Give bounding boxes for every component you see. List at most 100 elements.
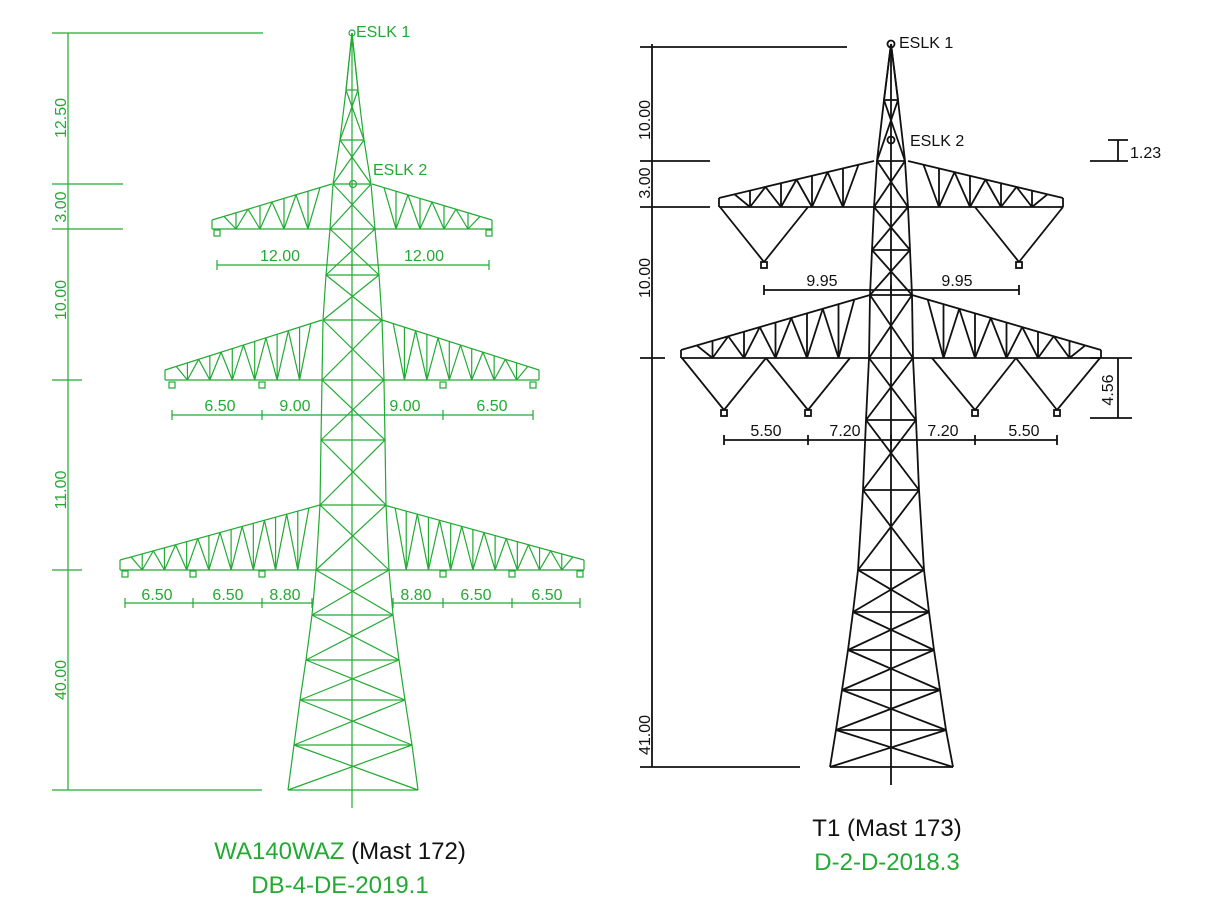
structure-line xyxy=(316,505,386,570)
insulator xyxy=(122,571,128,577)
structure-line xyxy=(266,338,277,380)
structure-line xyxy=(294,745,418,790)
structure-line xyxy=(260,202,272,229)
structure-line xyxy=(248,209,260,229)
structure-line xyxy=(312,570,316,615)
structure-line xyxy=(934,650,940,690)
structure-line xyxy=(444,209,456,229)
structure-line xyxy=(735,194,751,207)
side-dim: 1.23 xyxy=(1130,145,1161,162)
mast-number: (Mast 173) xyxy=(847,815,962,842)
structure-line xyxy=(908,207,910,250)
structure-line xyxy=(427,338,438,380)
structure-line xyxy=(959,309,975,358)
structure-line xyxy=(932,358,975,410)
structure-line xyxy=(323,320,384,380)
structure-line xyxy=(874,207,910,250)
structure-line xyxy=(333,140,364,184)
tower-code: D-2-D-2018.3 xyxy=(814,849,959,876)
structure-line xyxy=(869,358,916,420)
structure-line xyxy=(797,180,813,208)
vertical-dim: 3.00 xyxy=(637,167,654,198)
structure-line xyxy=(395,508,406,570)
structure-line xyxy=(462,526,473,570)
structure-line xyxy=(975,207,1019,262)
structure-line xyxy=(939,172,955,207)
structure-line xyxy=(1032,194,1048,207)
structure-line xyxy=(382,320,384,380)
structure-line xyxy=(209,533,220,571)
structure-line xyxy=(323,275,379,320)
structure-line xyxy=(330,184,333,229)
structure-line xyxy=(853,612,934,650)
tower-name: T1 xyxy=(812,815,840,842)
structure-line xyxy=(853,570,858,612)
structure-line xyxy=(1038,336,1054,358)
structure-line xyxy=(153,551,164,570)
structure-line xyxy=(891,44,898,100)
structure-line xyxy=(300,660,306,700)
structure-line xyxy=(975,318,991,358)
structure-line xyxy=(321,440,386,505)
structure-line xyxy=(812,172,828,207)
side-dim: 4.56 xyxy=(1100,374,1117,405)
structure-line xyxy=(231,526,242,570)
structure-line xyxy=(866,358,913,420)
structure-line xyxy=(766,358,808,410)
eslk-label: ESLK 1 xyxy=(899,35,953,52)
arm-dim: 7.20 xyxy=(829,423,860,440)
structure-line xyxy=(1019,207,1063,262)
structure-line xyxy=(379,275,382,320)
structure-line xyxy=(364,140,371,184)
structure-line xyxy=(866,420,919,490)
structure-line xyxy=(724,358,766,410)
vertical-dim: 10.00 xyxy=(637,100,654,140)
structure-line xyxy=(432,202,444,229)
drawing: ESLK 1 ESLK 2 12.50 3.00 10.00 11.00 40.… xyxy=(0,0,1209,909)
caption: WA140WAZ (Mast 172) xyxy=(214,838,466,865)
structure-line xyxy=(276,514,287,570)
structure-line xyxy=(1001,187,1017,207)
structure-line xyxy=(1007,327,1023,358)
structure-line xyxy=(371,184,375,229)
vertical-dim: 3.00 xyxy=(53,191,70,222)
structure-line xyxy=(473,533,484,571)
arm-dim: 6.50 xyxy=(204,398,235,415)
structure-line xyxy=(929,612,934,650)
structure-line xyxy=(884,44,891,100)
structure-line xyxy=(760,327,776,358)
structure-line xyxy=(940,690,946,730)
structure-line xyxy=(277,331,288,380)
structure-line xyxy=(176,545,187,570)
structure-line xyxy=(842,690,946,730)
arm-dim: 6.50 xyxy=(141,587,172,604)
arm-dim: 9.00 xyxy=(279,398,310,415)
structure-line xyxy=(210,352,221,380)
structure-line xyxy=(298,508,309,570)
arm-dim: 9.95 xyxy=(941,273,972,290)
structure-line xyxy=(284,195,296,229)
insulator xyxy=(259,571,265,577)
structure-line xyxy=(164,545,175,570)
structure-line xyxy=(244,345,255,380)
vertical-dim: 41.00 xyxy=(637,715,654,755)
insulator xyxy=(259,382,265,388)
insulator xyxy=(440,571,446,577)
structure-line xyxy=(791,318,807,358)
structure-line xyxy=(986,180,1002,208)
structure-line xyxy=(872,207,874,250)
structure-line xyxy=(830,730,836,767)
structure-line xyxy=(326,275,382,320)
structure-line xyxy=(928,300,944,358)
structure-line xyxy=(451,526,462,570)
structure-line xyxy=(253,520,264,570)
structure-line xyxy=(375,229,379,275)
structure-line xyxy=(416,331,427,380)
structure-line xyxy=(913,358,916,420)
structure-line xyxy=(393,324,404,380)
tower-name: WA140WAZ xyxy=(214,838,344,865)
eslk-label: ESLK 2 xyxy=(910,133,964,150)
structure-line xyxy=(853,570,924,612)
structure-line xyxy=(393,615,399,660)
insulator xyxy=(509,571,515,577)
